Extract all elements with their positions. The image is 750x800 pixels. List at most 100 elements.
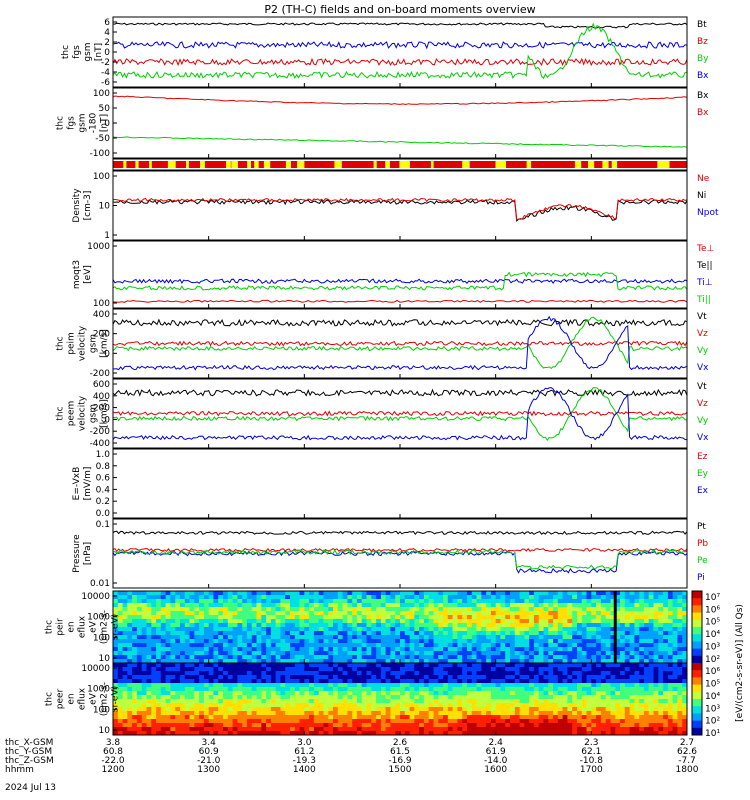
spectrogram-cell — [490, 687, 497, 692]
spectrogram-cell — [270, 715, 277, 720]
spectrogram-cell — [141, 651, 147, 656]
spectrogram-cell — [567, 639, 573, 644]
spectrogram-cell — [294, 719, 300, 724]
spectrogram-cell — [328, 691, 334, 696]
spectrogram-cell — [404, 699, 410, 704]
spectrogram-cell — [132, 655, 138, 660]
spectrogram-cell — [529, 683, 535, 688]
spectrogram-cell — [471, 591, 477, 596]
spectrogram-cell — [605, 663, 611, 668]
spectrogram-cell — [390, 631, 396, 636]
spectrogram-cell — [361, 675, 367, 680]
spectrogram-cell — [500, 731, 506, 736]
spectrogram-cell — [304, 723, 310, 728]
spectrogram-cell — [313, 619, 320, 624]
spectrogram-cell — [208, 619, 214, 624]
spectrogram-cell — [380, 651, 387, 656]
spectrogram-cell — [218, 727, 224, 732]
spectrogram-cell — [495, 607, 501, 612]
spectrogram-cell — [361, 659, 367, 664]
spectrogram-cell — [347, 699, 353, 704]
spectrogram-cell — [524, 723, 530, 728]
spectrogram-cell — [634, 715, 640, 720]
spectrogram-cell — [600, 647, 607, 652]
spectrogram-cell — [294, 691, 300, 696]
spectrogram-cell — [433, 603, 439, 608]
spectrogram-cell — [677, 695, 683, 700]
spectrogram-cell — [380, 611, 387, 616]
spectrogram-cell — [490, 631, 497, 636]
spectrogram-cell — [682, 603, 688, 608]
spectrogram-cell — [610, 711, 616, 716]
spectrogram-cell — [486, 611, 492, 616]
spectrogram-cell — [543, 663, 549, 668]
spectrogram-cell — [203, 683, 210, 688]
spectrogram-cell — [443, 723, 449, 728]
spectrogram-cell — [232, 691, 238, 696]
spectrogram-cell — [127, 675, 133, 680]
spectrogram-cell — [624, 671, 630, 676]
spectrogram-cell — [223, 651, 229, 656]
spectrogram-cell — [218, 615, 224, 620]
spectrogram-cell — [548, 635, 554, 640]
spectrogram-cell — [490, 639, 497, 644]
spectrogram-cell — [294, 723, 300, 728]
spectrogram-cell — [500, 715, 506, 720]
spectrogram-cell — [486, 615, 492, 620]
y-axis-label: (cm2-s- — [100, 682, 110, 716]
spectrogram-cell — [419, 699, 425, 704]
spectrogram-cell — [141, 723, 147, 728]
spectrogram-cell — [213, 611, 219, 616]
spectrogram-cell — [337, 719, 343, 724]
spectrogram-cell — [596, 643, 602, 648]
y-tick-label: 0 — [104, 349, 110, 359]
spectrogram-cell — [457, 591, 463, 596]
spectrogram-cell — [318, 707, 324, 712]
spectrogram-cell — [634, 703, 640, 708]
spectrogram-cell — [634, 695, 640, 700]
spectrogram-cell — [543, 667, 549, 672]
spectrogram-cell — [180, 691, 186, 696]
spectrogram-cell — [285, 619, 291, 624]
spectrogram-cell — [639, 707, 645, 712]
spectrogram-cell — [596, 671, 602, 676]
spectrogram-cell — [218, 599, 224, 604]
spectrogram-cell — [572, 667, 578, 672]
spectrogram-cell — [141, 603, 147, 608]
spectrogram-cell — [256, 687, 262, 692]
spectrogram-cell — [337, 711, 343, 716]
spectrogram-cell — [567, 715, 573, 720]
spectrogram-cell — [237, 699, 243, 704]
spectrogram-cell — [514, 687, 520, 692]
spectrogram-cell — [189, 611, 195, 616]
spectrogram-cell — [127, 723, 133, 728]
spectrogram-cell — [452, 647, 458, 652]
spectrogram-cell — [337, 703, 343, 708]
quality-flag — [231, 161, 238, 168]
spectrogram-cell — [529, 591, 535, 596]
spectrogram-cell — [557, 615, 563, 620]
spectrogram-cell — [548, 707, 554, 712]
spectrogram-cell — [462, 599, 468, 604]
spectrogram-cell — [433, 631, 439, 636]
spectrogram-cell — [342, 655, 348, 660]
spectrogram-cell — [457, 683, 463, 688]
spectrogram-cell — [562, 655, 568, 660]
spectrogram-cell — [567, 619, 573, 624]
spectrogram-cell — [419, 727, 425, 732]
colorbar-segment — [692, 605, 702, 613]
spectrogram-cell — [581, 671, 587, 676]
x-tick-value: 2.4 — [489, 738, 504, 748]
spectrogram-cell — [591, 631, 597, 636]
spectrogram-cell — [180, 707, 186, 712]
spectrogram-cell — [452, 731, 458, 736]
spectrogram-cell — [141, 655, 147, 660]
spectrogram-cell — [160, 695, 166, 700]
spectrogram-cell — [428, 611, 434, 616]
x-row-label: thc_X-GSM — [5, 738, 53, 748]
spectrogram-cell — [156, 651, 162, 656]
spectrogram-cell — [328, 711, 334, 716]
spectrogram-cell — [242, 683, 248, 688]
spectrogram-cell — [352, 695, 358, 700]
